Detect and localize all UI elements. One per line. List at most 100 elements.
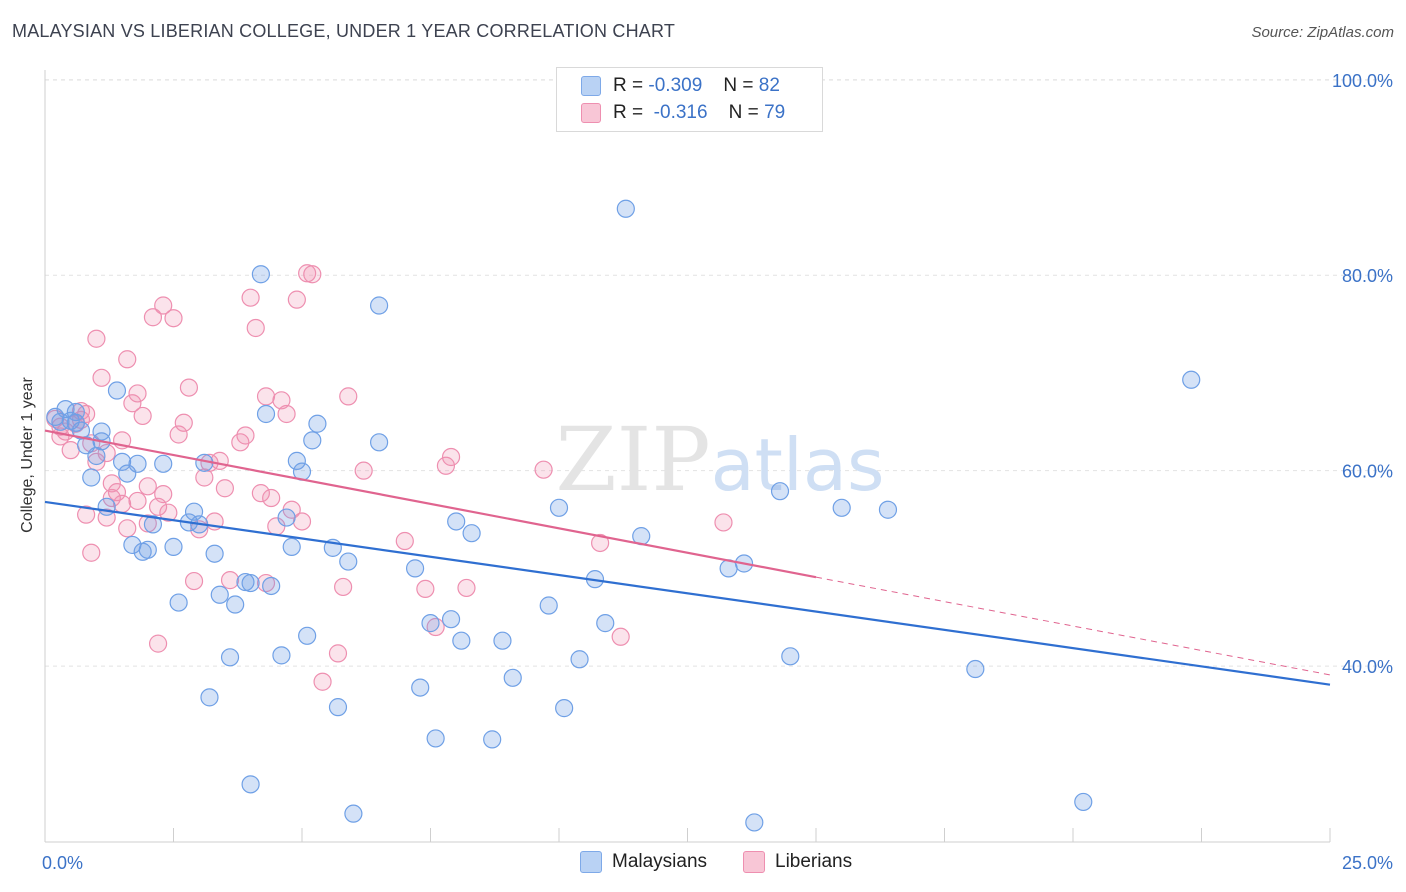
liberians-point [236, 426, 255, 445]
malaysians-point [226, 595, 245, 614]
liberians-trend-extension [815, 576, 1331, 676]
liberians-point [241, 288, 260, 307]
legend-n-value-liberians: 79 [764, 102, 786, 123]
malaysians-point [596, 614, 615, 633]
malaysians-point [411, 678, 430, 697]
x-tick-label: 25.0% [1342, 853, 1393, 873]
legend-row-malaysians: R = -0.309 N = 82 [581, 75, 780, 101]
liberians-point [210, 451, 229, 470]
liberians-point [354, 461, 373, 480]
malaysians-legend-label: Malaysians [612, 851, 708, 873]
liberians-point [123, 394, 142, 413]
y-tick-label: 100.0% [1332, 71, 1393, 91]
malaysians-point [210, 585, 229, 604]
liberians-point [262, 488, 281, 508]
liberians-point [143, 308, 163, 327]
malaysians-point [256, 404, 276, 424]
liberians-point [102, 474, 121, 493]
malaysians-point [143, 515, 163, 534]
malaysians-point [262, 576, 281, 596]
liberians-point [334, 577, 353, 597]
liberians-point [133, 406, 152, 426]
malaysians-point [549, 498, 569, 517]
liberians-point [128, 384, 147, 403]
malaysians-point [452, 631, 471, 650]
liberians-point [277, 404, 296, 424]
series-legend: Malaysians Liberians [0, 851, 1406, 879]
malaysians-point [539, 596, 558, 615]
legend-r-value-malaysians: -0.309 [648, 75, 703, 96]
liberians-point [92, 368, 111, 387]
liberians-point [436, 456, 456, 475]
malaysians-point [1074, 792, 1093, 812]
liberians-point [251, 484, 270, 503]
liberians-point [303, 265, 322, 284]
liberians-point [272, 391, 291, 410]
liberians-point [287, 290, 306, 309]
malaysians-point [251, 265, 270, 284]
liberians-point [82, 543, 101, 562]
malaysians-point [205, 544, 224, 563]
liberians-point [138, 514, 157, 533]
legend-n-value-malaysians: 82 [758, 75, 780, 96]
malaysians-point [298, 626, 317, 645]
malaysians-point [236, 572, 255, 592]
legend-n-label-liberians: N = [728, 102, 759, 123]
malaysians-point [441, 610, 461, 629]
malaysians-point [97, 497, 116, 516]
liberians-point [128, 491, 147, 511]
malaysians-point [169, 593, 188, 612]
liberians-point [179, 378, 199, 397]
liberians-legend-swatch [743, 851, 765, 873]
liberians-swatch [581, 102, 601, 123]
liberians-point [184, 571, 204, 591]
malaysians-point [200, 688, 219, 707]
liberians-point [97, 508, 116, 527]
malaysians-point [555, 699, 574, 718]
malaysians-point [82, 468, 101, 487]
malaysians-point [128, 454, 147, 473]
liberians-point [298, 264, 317, 283]
malaysians-point [138, 540, 157, 559]
y-tick-label: 60.0% [1342, 462, 1393, 482]
liberians-point [339, 387, 358, 406]
liberians-point [174, 413, 193, 432]
liberians-point [102, 488, 121, 508]
malaysians-point [107, 381, 127, 400]
malaysians-point [328, 698, 348, 717]
malaysians-point [426, 729, 445, 748]
liberians-point [77, 505, 96, 524]
malaysians-point [421, 614, 440, 633]
liberians-point [159, 503, 178, 522]
liberians-point [118, 350, 137, 369]
malaysians-point [303, 431, 322, 450]
malaysians-point [46, 407, 65, 427]
liberians-point [313, 672, 332, 691]
liberians-point [714, 513, 733, 532]
legend-r-value-liberians: -0.316 [653, 102, 708, 123]
liberians-point [395, 531, 414, 551]
liberians-point [164, 309, 183, 328]
malaysians-swatch [581, 75, 601, 96]
malaysians-point [616, 199, 635, 218]
liberians-point [256, 573, 276, 593]
malaysians-point [272, 646, 291, 665]
liberians-point [118, 519, 137, 538]
legend-row-liberians: R = -0.316 N = 79 [581, 102, 785, 128]
malaysians-point [781, 647, 800, 666]
liberians-point [457, 578, 476, 598]
liberians-point [611, 627, 630, 646]
malaysians-point [308, 414, 327, 433]
malaysians-point [287, 451, 306, 470]
malaysians-point [878, 500, 898, 519]
malaysians-point [370, 433, 389, 452]
malaysians-legend-swatch [580, 851, 602, 873]
malaysians-point [770, 482, 790, 501]
malaysians-point [832, 498, 851, 517]
liberians-point [328, 644, 348, 663]
series-legend-malaysians: Malaysians [580, 851, 707, 873]
malaysians-point [966, 659, 985, 679]
x-tick-label: 0.0% [42, 853, 83, 873]
liberians-trend-line [44, 429, 817, 579]
malaysians-point [66, 402, 85, 422]
